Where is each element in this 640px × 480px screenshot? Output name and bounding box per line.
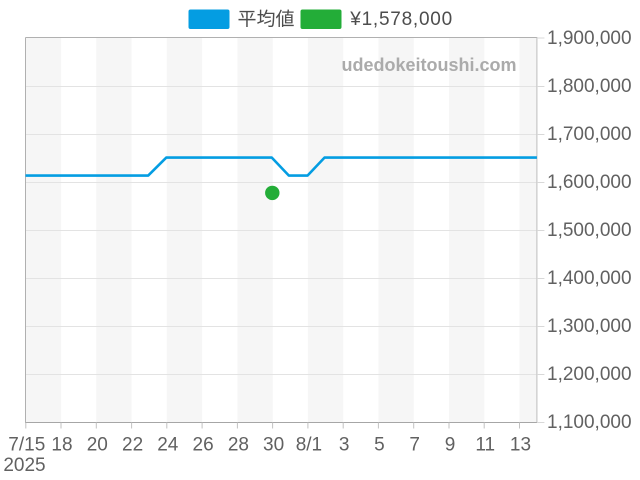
svg-text:22: 22 [122, 435, 143, 456]
svg-text:1,200,000: 1,200,000 [547, 364, 632, 385]
svg-text:20: 20 [87, 435, 108, 456]
svg-text:7: 7 [409, 435, 420, 456]
svg-text:28: 28 [228, 435, 249, 456]
svg-text:1,700,000: 1,700,000 [547, 124, 632, 145]
svg-text:udedokeitoushi.com: udedokeitoushi.com [342, 55, 517, 75]
svg-text:1,400,000: 1,400,000 [547, 268, 632, 289]
svg-text:3: 3 [339, 435, 350, 456]
svg-text:26: 26 [193, 435, 214, 456]
svg-text:1,500,000: 1,500,000 [547, 220, 632, 241]
svg-text:18: 18 [51, 435, 72, 456]
svg-text:2025: 2025 [3, 455, 45, 476]
svg-text:1,100,000: 1,100,000 [547, 412, 632, 433]
svg-text:24: 24 [157, 435, 179, 456]
svg-text:8/1: 8/1 [296, 435, 322, 456]
svg-text:11: 11 [475, 435, 495, 456]
svg-text:1,800,000: 1,800,000 [547, 76, 632, 97]
svg-text:13: 13 [510, 435, 531, 456]
svg-text:1,300,000: 1,300,000 [547, 316, 632, 337]
svg-text:1,600,000: 1,600,000 [547, 172, 632, 193]
svg-text:7/15: 7/15 [8, 435, 45, 456]
svg-text:9: 9 [445, 435, 456, 456]
svg-text:30: 30 [263, 435, 284, 456]
svg-text:5: 5 [374, 435, 385, 456]
svg-text:¥1,578,000: ¥1,578,000 [349, 9, 453, 30]
svg-text:1,900,000: 1,900,000 [547, 28, 632, 49]
